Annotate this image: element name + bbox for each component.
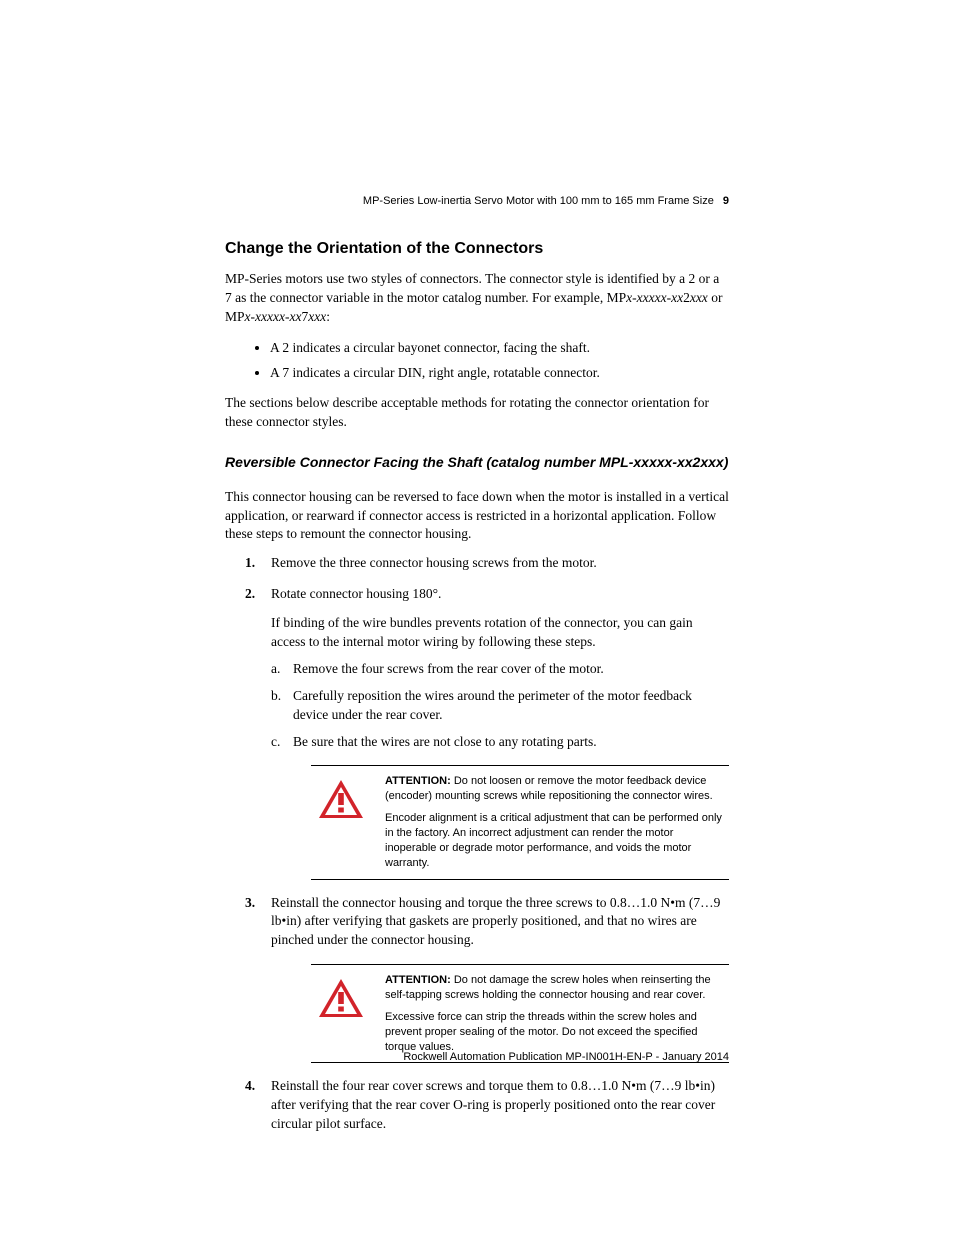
attention-box-2: ATTENTION: Do not damage the screw holes… xyxy=(311,964,729,1063)
running-header: MP-Series Low-inertia Servo Motor with 1… xyxy=(363,195,729,207)
section-title: Change the Orientation of the Connectors xyxy=(225,240,729,258)
step-note: If binding of the wire bundles prevents … xyxy=(271,614,729,652)
subsection-intro: This connector housing can be reversed t… xyxy=(225,488,729,545)
step-text: Reinstall the connector housing and torq… xyxy=(271,895,720,948)
step-text: Remove the three connector housing screw… xyxy=(271,555,597,570)
attention-label: ATTENTION: xyxy=(385,974,451,986)
substeps: Remove the four screws from the rear cov… xyxy=(271,660,729,752)
attention-body: Excessive force can strip the threads wi… xyxy=(385,1010,725,1055)
intro-paragraph-1: MP-Series motors use two styles of conne… xyxy=(225,270,729,327)
footer: Rockwell Automation Publication MP-IN001… xyxy=(403,1051,729,1063)
attention-body: Encoder alignment is a critical adjustme… xyxy=(385,811,725,870)
subsection-title: Reversible Connector Facing the Shaft (c… xyxy=(225,454,729,470)
step-2: Rotate connector housing 180°. If bindin… xyxy=(245,585,729,879)
procedure-steps: Remove the three connector housing screw… xyxy=(245,554,729,1134)
catalog-pattern: x-xxxxx-xx xyxy=(626,290,683,305)
attention-text: ATTENTION: Do not damage the screw holes… xyxy=(385,973,725,1054)
publication-info: Rockwell Automation Publication MP-IN001… xyxy=(403,1051,729,1063)
list-item: A 7 indicates a circular DIN, right angl… xyxy=(270,362,729,384)
page-number: 9 xyxy=(723,195,729,207)
attention-label: ATTENTION: xyxy=(385,775,451,787)
substep: Remove the four screws from the rear cov… xyxy=(271,660,729,679)
catalog-pattern: x-xxxxx-xx xyxy=(245,309,302,324)
connector-type-list: A 2 indicates a circular bayonet connect… xyxy=(270,337,729,384)
step-3: Reinstall the connector housing and torq… xyxy=(245,894,729,1064)
substep: Be sure that the wires are not close to … xyxy=(271,733,729,752)
attention-text: ATTENTION: Do not loosen or remove the m… xyxy=(385,774,725,870)
catalog-pattern: xxx xyxy=(690,290,708,305)
intro-paragraph-2: The sections below describe acceptable m… xyxy=(225,394,729,432)
intro-text: 2 xyxy=(683,290,690,305)
step-1: Remove the three connector housing screw… xyxy=(245,554,729,573)
page-content: MP-Series Low-inertia Servo Motor with 1… xyxy=(0,0,954,1134)
step-text: Reinstall the four rear cover screws and… xyxy=(271,1078,715,1131)
intro-text: : xyxy=(326,309,330,324)
substep: Carefully reposition the wires around th… xyxy=(271,687,729,725)
catalog-pattern: xxx xyxy=(308,309,326,324)
warning-icon xyxy=(311,973,371,1021)
attention-box-1: ATTENTION: Do not loosen or remove the m… xyxy=(311,765,729,879)
warning-icon xyxy=(311,774,371,822)
header-title: MP-Series Low-inertia Servo Motor with 1… xyxy=(363,195,714,207)
step-4: Reinstall the four rear cover screws and… xyxy=(245,1077,729,1134)
list-item: A 2 indicates a circular bayonet connect… xyxy=(270,337,729,359)
step-text: Rotate connector housing 180°. xyxy=(271,586,441,601)
